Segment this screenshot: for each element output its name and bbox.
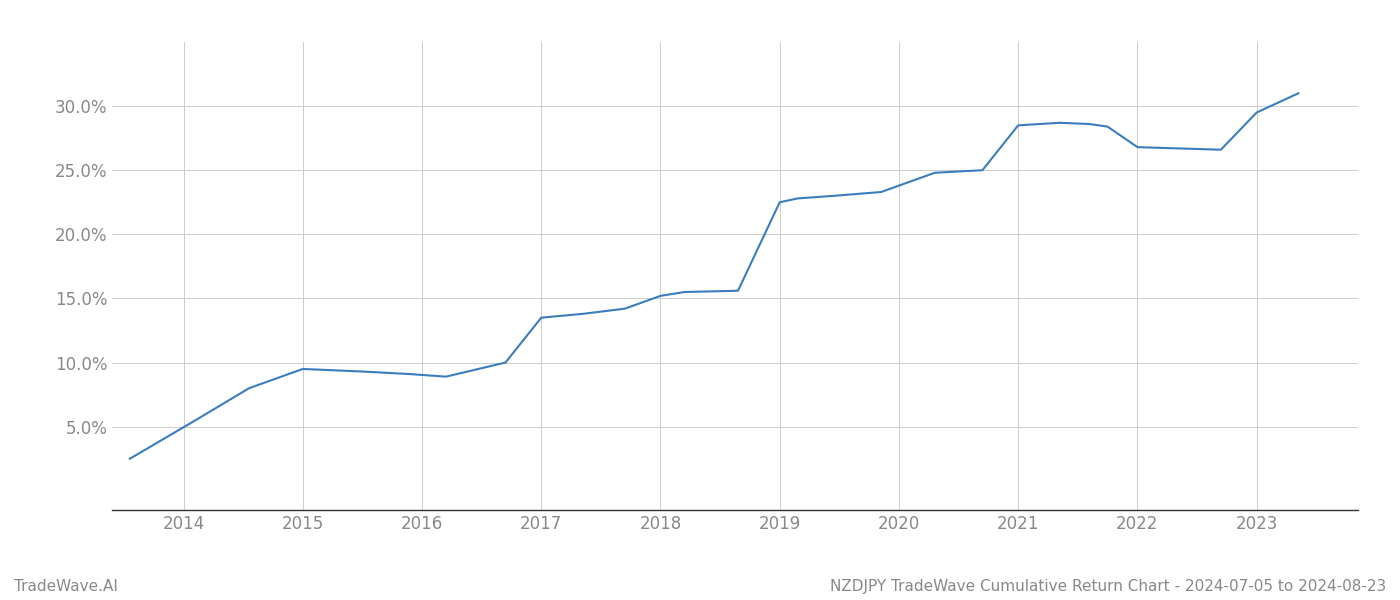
Text: TradeWave.AI: TradeWave.AI bbox=[14, 579, 118, 594]
Text: NZDJPY TradeWave Cumulative Return Chart - 2024-07-05 to 2024-08-23: NZDJPY TradeWave Cumulative Return Chart… bbox=[830, 579, 1386, 594]
